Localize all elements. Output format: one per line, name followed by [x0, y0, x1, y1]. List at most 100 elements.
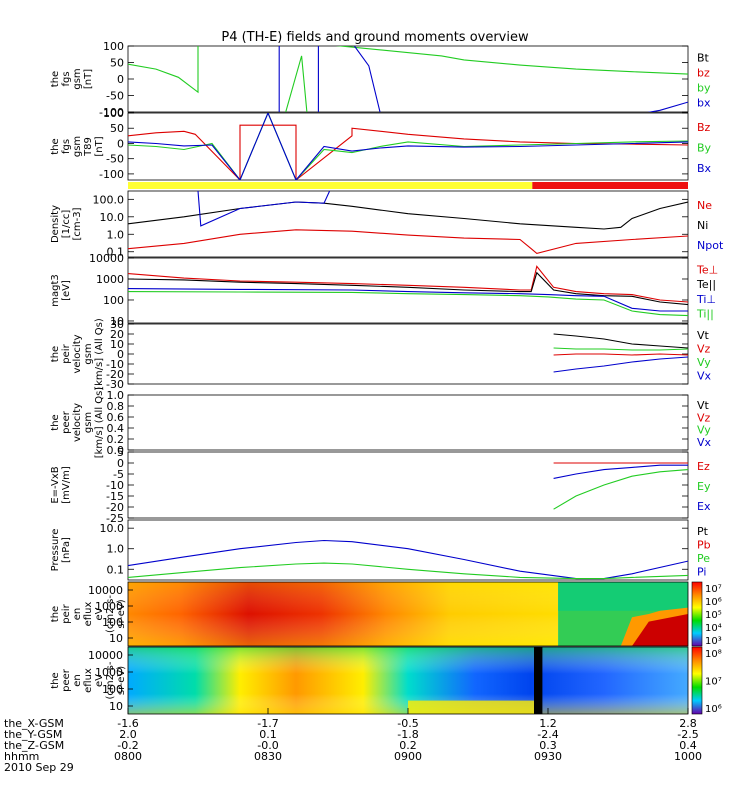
y-axis-label: Density: [50, 205, 61, 243]
panel-frame: [127, 394, 689, 451]
legend-entry: Te⊥: [696, 263, 718, 276]
y-tick-label: -25: [106, 512, 124, 525]
legend-entry: Ex: [697, 500, 711, 513]
legend-entry: Vy: [697, 424, 711, 437]
series-line-Te_perp: [128, 265, 688, 303]
y-tick-label: 0.4: [107, 422, 125, 435]
series-line-Vt: [553, 333, 688, 349]
legend-entry: Vt: [697, 329, 710, 342]
x-axis-value: 0800: [114, 750, 142, 763]
legend-entry: Pe: [697, 552, 710, 565]
x-axis-row-label: hhmm: [4, 750, 39, 763]
chart-title: P4 (TH-E) fields and ground moments over…: [221, 30, 529, 45]
legend-entry: Te||: [696, 278, 716, 291]
x-axis-value: -0.0: [257, 739, 278, 752]
y-axis-label: eflux: [83, 668, 94, 693]
y-axis-label: eV: [94, 607, 105, 620]
x-axis-value: 0.2: [399, 739, 417, 752]
y-tick-label: 0: [117, 73, 124, 86]
x-axis-value: 0.3: [539, 739, 557, 752]
y-axis-label: peer: [61, 410, 72, 434]
legend-entry: Pb: [697, 538, 711, 551]
y-tick-label: 100: [103, 107, 124, 120]
y-tick-label: 10: [110, 315, 124, 328]
panel-frame: [127, 519, 689, 581]
y-tick-label: -20: [106, 501, 124, 514]
y-axis-label: fgs: [61, 71, 72, 86]
series-line-bx: [278, 46, 319, 112]
y-axis-label: [nPa]: [61, 537, 72, 563]
y-axis-label: [km/s] (All Qs): [94, 318, 105, 390]
y-tick-label: 100: [102, 616, 123, 629]
x-axis-row-label: the_Y-GSM: [4, 728, 62, 741]
y-tick-label: 10000: [88, 584, 123, 597]
x-axis-value: -1.8: [397, 728, 418, 741]
y-tick-label: 0.2: [107, 433, 125, 446]
x-axis-value: -1.6: [117, 717, 138, 730]
series-line-bx-b: [353, 46, 381, 112]
y-tick-label: -50: [106, 90, 124, 103]
legend-entry: Bt: [697, 52, 710, 65]
legend-entry: Vt: [697, 399, 710, 412]
legend-entry: by: [697, 82, 711, 95]
series-line-bx-c: [647, 101, 688, 112]
panel-peer_velocity: [127, 394, 689, 451]
x-axis-value: 0930: [534, 750, 562, 763]
y-tick-label: 5: [117, 446, 124, 459]
panel-pressure: [127, 519, 689, 581]
x-axis-value: 0830: [254, 750, 282, 763]
panel-frame: [127, 45, 689, 113]
legend-entry: Ti⊥: [696, 293, 716, 306]
x-axis-value: -2.5: [677, 728, 698, 741]
colorbar-label: 10⁷: [705, 677, 722, 688]
colorbar-label: 10⁴: [705, 623, 722, 634]
legend-entry: Ni: [697, 219, 708, 232]
legend-entry: bx: [697, 97, 711, 110]
legend-entry: Npot: [697, 239, 724, 252]
y-axis-label: (cm2-s-: [105, 661, 116, 699]
panel-mode_bar: [128, 182, 688, 189]
panel-density: [127, 190, 689, 258]
y-tick-label: 0.0: [107, 444, 125, 457]
y-tick-label: 0: [117, 137, 124, 150]
colorbar-label: 10⁷: [705, 584, 722, 595]
y-axis-label: peir: [61, 343, 72, 363]
y-axis-label: eV: [94, 674, 105, 687]
panel-efield: [127, 451, 689, 519]
y-axis-label: T89: [83, 137, 94, 157]
y-axis-label: the: [50, 71, 61, 87]
y-axis-label: [nT]: [83, 69, 94, 89]
y-axis-label: sr-eV): [116, 666, 127, 695]
y-axis-label: gsm: [83, 412, 94, 433]
y-tick-label: 1000: [95, 600, 123, 613]
mode-bar-segment: [128, 182, 533, 189]
y-tick-label: 0.1: [107, 246, 125, 259]
y-tick-label: 10: [110, 338, 124, 351]
y-tick-label: 0.8: [107, 400, 125, 413]
colorbar: [691, 581, 703, 647]
y-tick-label: 100.0: [93, 193, 125, 206]
panel-peer_spec: [127, 646, 703, 715]
panel-peir_velocity: [127, 323, 689, 385]
y-tick-label: 20: [110, 328, 124, 341]
y-tick-label: 0: [117, 348, 124, 361]
x-axis-value: 1.2: [539, 717, 557, 730]
legend-entry: Pi: [697, 565, 706, 578]
series-line-Bz: [128, 124, 688, 180]
legend-entry: Ti||: [696, 308, 714, 321]
electron-spectrogram-gap: [534, 647, 543, 714]
legend-entry: Ey: [697, 480, 711, 493]
y-tick-label: -30: [106, 378, 124, 391]
x-axis-value: -1.7: [257, 717, 278, 730]
series-line-Ne: [128, 229, 688, 255]
x-axis-row-label: the_Z-GSM: [4, 739, 64, 752]
series-line-by: [128, 46, 688, 94]
y-tick-label: 30: [110, 318, 124, 331]
y-tick-label: -5: [113, 468, 124, 481]
legend-entry: Vz: [697, 342, 711, 355]
y-tick-label: 50: [110, 122, 124, 135]
series-line-Vx: [553, 356, 688, 373]
y-axis-label: velocity: [72, 334, 83, 373]
y-axis-label: fgs: [61, 139, 72, 154]
y-tick-label: -10: [106, 479, 124, 492]
